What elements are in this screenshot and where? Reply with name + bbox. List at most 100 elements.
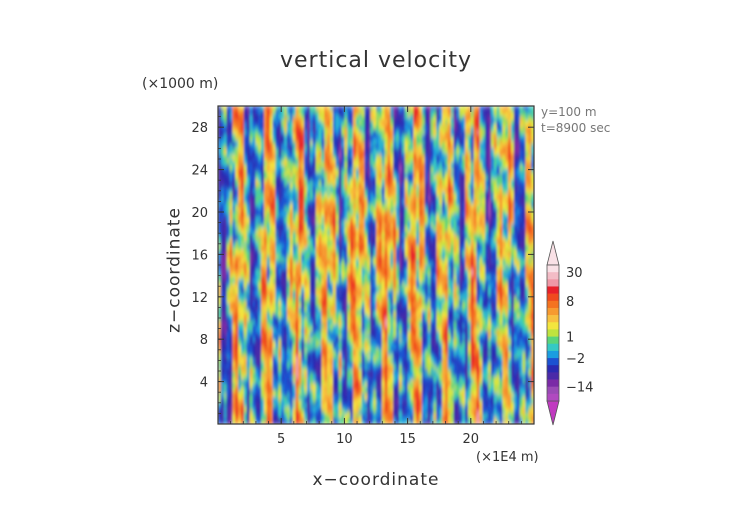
heatmap-cell — [266, 116, 271, 121]
heatmap-cell — [249, 334, 253, 339]
heatmap-cell — [292, 199, 297, 204]
heatmap-cell — [330, 327, 334, 332]
heatmap-cell — [238, 347, 242, 352]
heatmap-cell — [278, 341, 282, 345]
heatmap-cell — [232, 220, 236, 225]
heatmap-cell — [249, 220, 253, 225]
heatmap-cell — [312, 292, 317, 297]
heatmap-cell — [327, 268, 331, 273]
heatmap-cell — [344, 240, 348, 245]
heatmap-cell — [238, 392, 242, 397]
heatmap-cell — [289, 316, 294, 321]
heatmap-cell — [373, 406, 377, 411]
heatmap-cell — [266, 417, 271, 422]
heatmap-cell — [318, 216, 322, 221]
heatmap-cell — [361, 309, 366, 314]
heatmap-cell — [307, 268, 311, 273]
heatmap-cell — [353, 192, 357, 197]
heatmap-cell — [324, 385, 328, 390]
heatmap-cell — [347, 240, 351, 245]
heatmap-cell — [243, 223, 248, 228]
heatmap-cell — [249, 157, 253, 162]
heatmap-cell — [229, 144, 233, 148]
heatmap-cell — [292, 278, 297, 283]
heatmap-cell — [255, 354, 259, 359]
heatmap-cell — [240, 209, 245, 214]
heatmap-cell — [246, 327, 251, 332]
heatmap-cell — [335, 320, 340, 325]
heatmap-cell — [361, 316, 366, 321]
heatmap-cell — [361, 271, 366, 276]
heatmap-cell — [235, 375, 239, 380]
heatmap-cell — [252, 178, 256, 183]
heatmap-cell — [332, 309, 337, 314]
heatmap-cell — [269, 417, 274, 422]
heatmap-cell — [266, 292, 271, 297]
heatmap-cell — [232, 358, 236, 363]
heatmap-cell — [258, 144, 262, 148]
heatmap-cell — [278, 292, 282, 297]
heatmap-cell — [289, 347, 294, 352]
heatmap-cell — [246, 247, 251, 252]
heatmap-cell — [298, 140, 302, 145]
heatmap-cell — [318, 258, 322, 263]
heatmap-cell — [289, 330, 294, 335]
heatmap-cell — [275, 306, 279, 311]
heatmap-cell — [286, 403, 291, 408]
heatmap-cell — [226, 126, 230, 131]
heatmap-cell — [249, 150, 253, 155]
heatmap-cell — [226, 303, 230, 307]
heatmap-cell — [309, 275, 314, 280]
heatmap-cell — [347, 213, 351, 218]
heatmap-cell — [246, 192, 251, 197]
heatmap-cell — [361, 389, 366, 394]
heatmap-cell — [312, 202, 317, 207]
heatmap-cell — [218, 361, 222, 366]
heatmap-cell — [355, 403, 360, 408]
heatmap-cell — [344, 182, 348, 186]
heatmap-cell — [232, 171, 236, 176]
heatmap-cell — [292, 306, 297, 311]
heatmap-cell — [327, 192, 331, 197]
heatmap-cell — [361, 182, 366, 186]
heatmap-cell — [361, 420, 366, 424]
heatmap-cell — [240, 327, 245, 332]
heatmap-cell — [246, 396, 251, 401]
heatmap-cell — [258, 303, 262, 307]
heatmap-cell — [370, 410, 374, 415]
heatmap-cell — [252, 313, 256, 318]
heatmap-cell — [353, 271, 357, 276]
heatmap-cell — [226, 199, 230, 204]
heatmap-cell — [220, 188, 225, 193]
heatmap-cell — [298, 278, 302, 283]
heatmap-cell — [353, 337, 357, 342]
heatmap-cell — [364, 171, 368, 176]
heatmap-cell — [232, 258, 236, 263]
heatmap-cell — [263, 133, 268, 138]
heatmap-cell — [278, 123, 282, 128]
heatmap-cell — [272, 258, 276, 263]
heatmap-cell — [292, 316, 297, 321]
heatmap-cell — [335, 351, 340, 356]
heatmap-cell — [315, 282, 320, 287]
heatmap-cell — [255, 334, 259, 339]
heatmap-cell — [284, 392, 288, 397]
heatmap-cell — [301, 361, 305, 366]
heatmap-cell — [266, 230, 271, 235]
heatmap-cell — [330, 157, 334, 162]
heatmap-cell — [218, 161, 222, 166]
heatmap-cell — [223, 303, 228, 307]
heatmap-cell — [324, 261, 328, 266]
chart-title: vertical velocity — [279, 48, 472, 73]
heatmap-cell — [275, 382, 279, 387]
heatmap-cell — [243, 358, 248, 363]
heatmap-cell — [318, 392, 322, 397]
heatmap-cell — [312, 330, 317, 335]
heatmap-cell — [220, 323, 225, 328]
heatmap-cell — [218, 247, 222, 252]
heatmap-cell — [353, 296, 357, 301]
heatmap-cell — [255, 306, 259, 311]
heatmap-cell — [315, 168, 320, 173]
heatmap-cell — [358, 137, 363, 142]
heatmap-cell — [304, 168, 308, 173]
